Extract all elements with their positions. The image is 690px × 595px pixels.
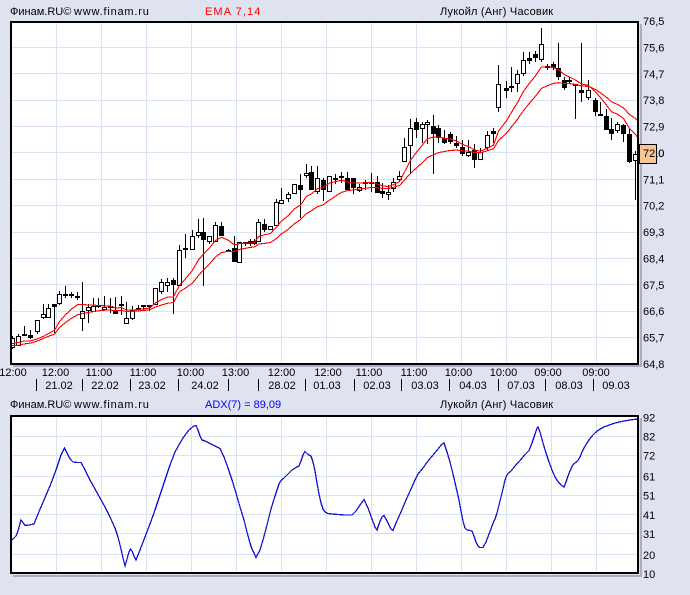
svg-text:61: 61 (643, 472, 655, 484)
svg-text:72: 72 (643, 451, 655, 463)
svg-text:08.03: 08.03 (555, 380, 583, 392)
svg-text:13:00: 13:00 (222, 367, 250, 379)
svg-text:64,8: 64,8 (643, 359, 664, 371)
svg-text:01.03: 01.03 (313, 380, 341, 392)
svg-text:92: 92 (643, 413, 655, 425)
svg-text:11:00: 11:00 (356, 367, 383, 379)
svg-text:11:00: 11:00 (401, 367, 428, 379)
svg-text:09:00: 09:00 (534, 367, 562, 379)
svg-text:04.03: 04.03 (459, 380, 487, 392)
svg-text:69,3: 69,3 (643, 227, 664, 239)
svg-text:10:00: 10:00 (177, 367, 205, 379)
svg-text:51: 51 (643, 491, 655, 503)
svg-text:66,6: 66,6 (643, 306, 664, 318)
svg-text:Лукойл (Анг) Часовик: Лукойл (Анг) Часовик (440, 6, 553, 18)
svg-text:82: 82 (643, 432, 655, 444)
svg-text:10: 10 (643, 569, 655, 581)
svg-text:11:00: 11:00 (130, 367, 157, 379)
svg-text:31: 31 (643, 529, 655, 541)
svg-text:71,1: 71,1 (643, 174, 664, 186)
svg-text:07.03: 07.03 (507, 380, 535, 392)
svg-text:Финам.RU©: Финам.RU© (10, 399, 71, 411)
svg-text:74,7: 74,7 (643, 69, 664, 81)
svg-text:22.02: 22.02 (91, 380, 119, 392)
svg-text:03.03: 03.03 (411, 380, 439, 392)
svg-text:70,2: 70,2 (643, 201, 664, 213)
svg-text:ADX(7) = 89,09: ADX(7) = 89,09 (205, 399, 281, 411)
svg-text:Финам.RU©: Финам.RU© (10, 6, 71, 18)
svg-text:10:00: 10:00 (490, 367, 518, 379)
svg-text:73,8: 73,8 (643, 95, 664, 107)
svg-text:41: 41 (643, 510, 655, 522)
svg-text:20: 20 (643, 550, 655, 562)
svg-text:Лукойл (Анг) Часовик: Лукойл (Анг) Часовик (440, 399, 553, 411)
svg-text:12:00: 12:00 (268, 367, 296, 379)
svg-text:21.02: 21.02 (45, 380, 73, 392)
svg-text:24.02: 24.02 (191, 380, 219, 392)
svg-text:23.02: 23.02 (138, 380, 166, 392)
svg-text:09:00: 09:00 (582, 367, 610, 379)
svg-text:11:00: 11:00 (86, 367, 113, 379)
svg-text:12:00: 12:00 (42, 367, 70, 379)
svg-text:12:00: 12:00 (0, 367, 27, 379)
svg-text:10:00: 10:00 (445, 367, 473, 379)
svg-text:09.03: 09.03 (602, 380, 630, 392)
svg-text:www.finam.ru: www.finam.ru (73, 399, 150, 411)
svg-text:EMA 7,14: EMA 7,14 (205, 6, 262, 18)
svg-text:68,4: 68,4 (643, 254, 664, 266)
svg-text:65,7: 65,7 (643, 333, 664, 345)
svg-text:75,6: 75,6 (643, 42, 664, 54)
svg-text:28.02: 28.02 (268, 380, 296, 392)
svg-text:67,5: 67,5 (643, 280, 664, 292)
svg-text:72,0: 72,0 (643, 148, 664, 160)
svg-text:02.03: 02.03 (363, 380, 391, 392)
svg-text:72,9: 72,9 (643, 122, 664, 134)
svg-text:76,5: 76,5 (643, 16, 664, 28)
svg-text:www.finam.ru: www.finam.ru (73, 6, 150, 18)
svg-text:12:00: 12:00 (314, 367, 342, 379)
